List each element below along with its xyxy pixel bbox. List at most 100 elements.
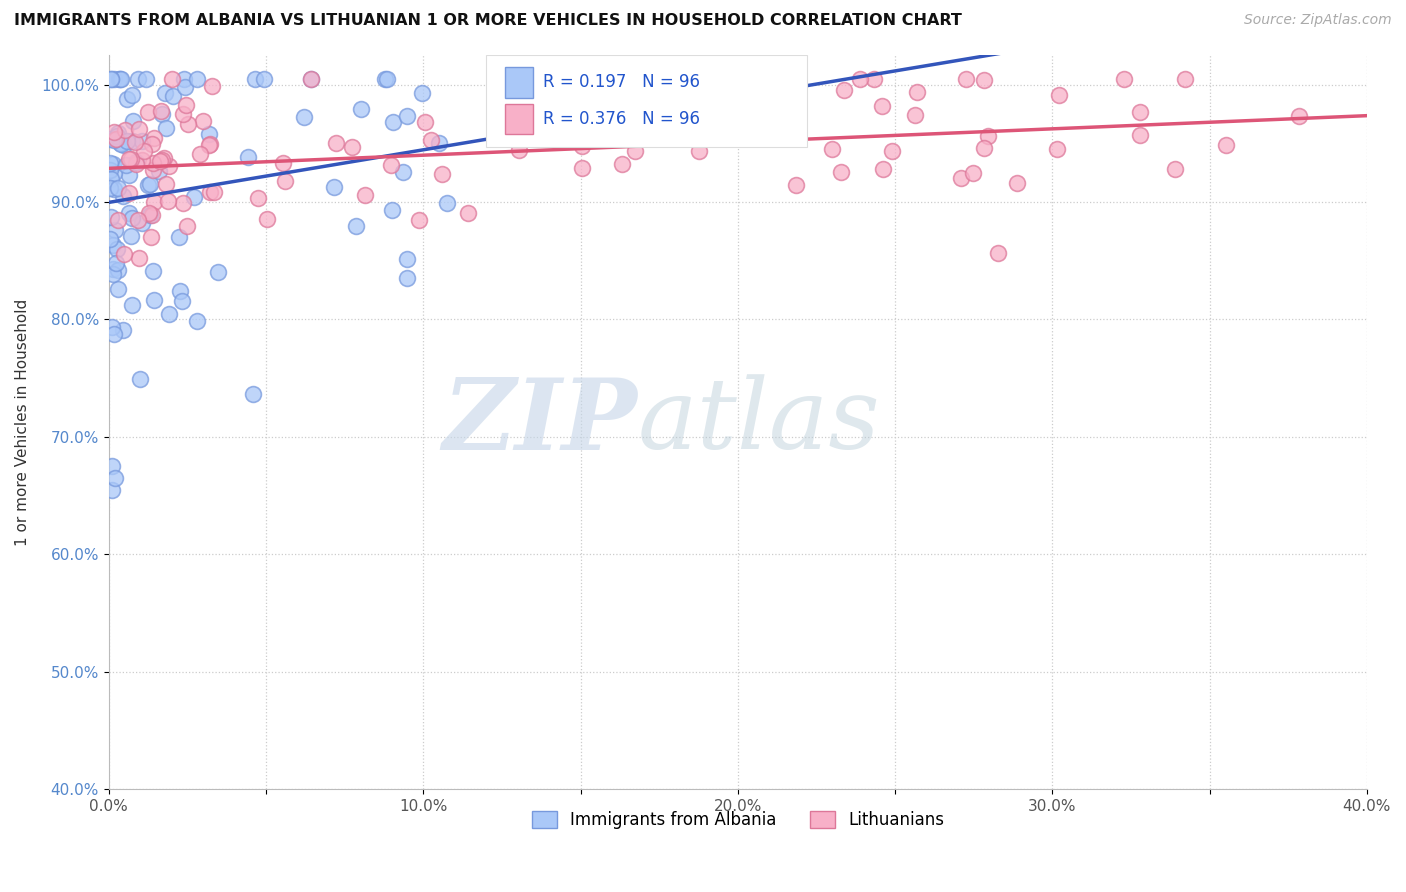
Point: [121, 152, 143, 166]
Point: [1112, 71, 1135, 86]
Point: [344, 219, 367, 233]
Point: [157, 159, 180, 173]
Point: [150, 107, 173, 121]
Point: [143, 131, 166, 145]
Point: [148, 164, 170, 178]
Point: [198, 136, 221, 151]
Legend: Immigrants from Albania, Lithuanians: Immigrants from Albania, Lithuanians: [524, 805, 950, 836]
Point: [127, 71, 149, 86]
Point: [186, 71, 208, 86]
Point: [183, 189, 205, 203]
Point: [586, 130, 609, 145]
Point: [138, 205, 160, 219]
Point: [1174, 71, 1197, 86]
Point: [110, 137, 132, 152]
Point: [198, 127, 221, 141]
Point: [155, 87, 177, 101]
Point: [172, 196, 194, 211]
Point: [101, 156, 124, 170]
Point: [124, 135, 146, 149]
Point: [395, 252, 418, 266]
Point: [104, 223, 127, 237]
Point: [242, 386, 264, 401]
Point: [1129, 128, 1152, 143]
Point: [155, 120, 177, 135]
Point: [408, 213, 430, 227]
Point: [973, 141, 995, 155]
Point: [128, 251, 150, 265]
Point: [107, 263, 129, 277]
Point: [571, 139, 593, 153]
Point: [103, 182, 125, 196]
Point: [380, 158, 402, 172]
Point: [1047, 88, 1070, 103]
Point: [155, 177, 177, 191]
Point: [863, 71, 886, 86]
Point: [157, 194, 180, 208]
Point: [112, 323, 135, 337]
Point: [134, 144, 156, 158]
Point: [169, 229, 191, 244]
Point: [169, 285, 191, 299]
Point: [100, 132, 122, 146]
Point: [101, 262, 124, 277]
Point: [174, 98, 197, 112]
Point: [105, 132, 128, 146]
Point: [413, 115, 436, 129]
Point: [905, 85, 928, 99]
Point: [354, 187, 377, 202]
Point: [236, 150, 259, 164]
Point: [105, 256, 128, 270]
Point: [131, 153, 153, 167]
Point: [1046, 142, 1069, 156]
Point: [100, 155, 122, 169]
Point: [114, 123, 136, 137]
Point: [904, 108, 927, 122]
Point: [131, 134, 153, 148]
Point: [105, 242, 128, 256]
Point: [100, 181, 122, 195]
Point: [128, 122, 150, 136]
Point: [626, 129, 648, 144]
Point: [103, 71, 125, 86]
Point: [274, 174, 297, 188]
Point: [100, 210, 122, 224]
Point: [292, 110, 315, 124]
Point: [138, 177, 160, 191]
FancyBboxPatch shape: [486, 55, 807, 147]
Point: [381, 115, 404, 129]
Point: [1215, 137, 1237, 152]
Point: [152, 151, 174, 165]
Point: [127, 212, 149, 227]
Point: [150, 153, 173, 167]
Point: [121, 298, 143, 312]
Point: [610, 157, 633, 171]
Point: [136, 178, 159, 192]
Point: [392, 165, 415, 179]
Point: [457, 205, 479, 219]
Point: [246, 191, 269, 205]
Point: [243, 71, 266, 86]
Point: [107, 282, 129, 296]
Point: [832, 83, 855, 97]
Point: [785, 178, 807, 193]
Point: [141, 136, 163, 151]
Point: [117, 92, 139, 106]
Point: [103, 166, 125, 180]
Point: [955, 71, 977, 86]
Point: [108, 71, 131, 86]
Point: [104, 471, 127, 485]
Point: [103, 327, 125, 342]
Point: [987, 246, 1010, 260]
Point: [142, 163, 165, 178]
Point: [430, 167, 453, 181]
Point: [107, 181, 129, 195]
Point: [173, 79, 195, 94]
Point: [101, 319, 124, 334]
Point: [100, 172, 122, 186]
Point: [101, 459, 124, 474]
Point: [396, 109, 419, 123]
Point: [107, 71, 129, 86]
Point: [172, 107, 194, 121]
Point: [149, 153, 172, 168]
